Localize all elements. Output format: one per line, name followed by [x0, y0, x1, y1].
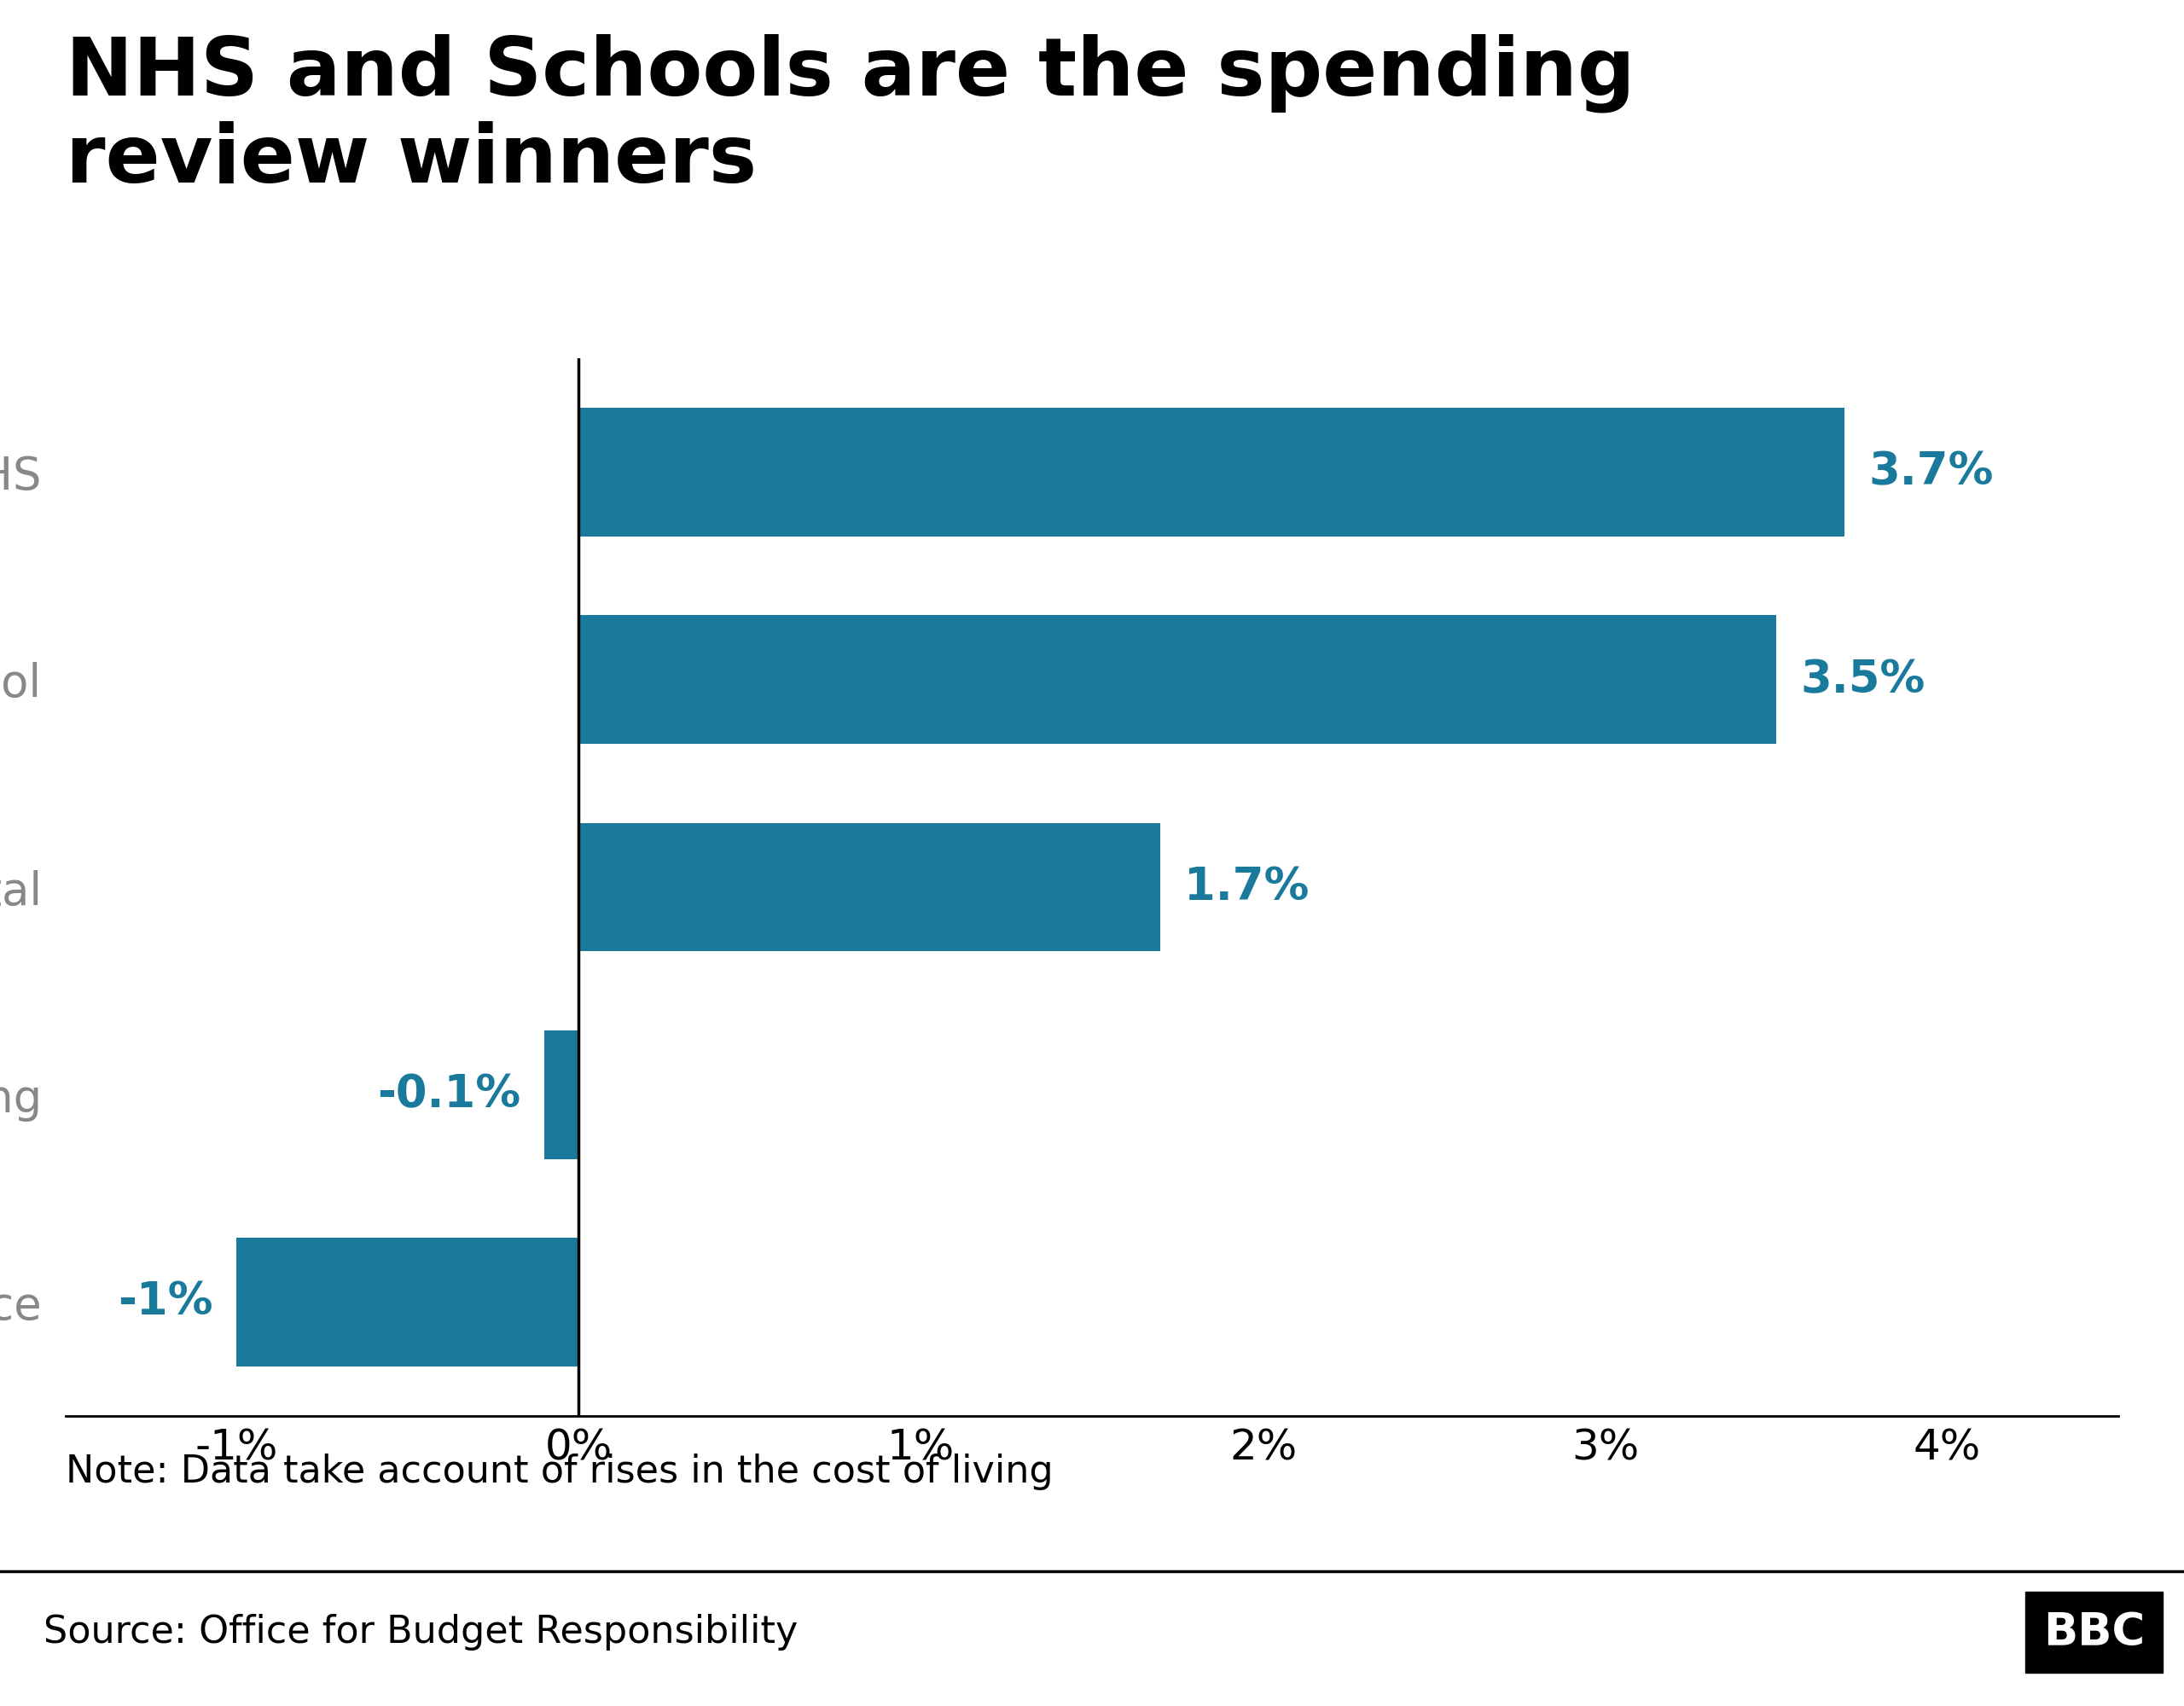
Text: BBC: BBC: [2042, 1610, 2145, 1655]
Bar: [579, 408, 1845, 537]
Text: Note: Data take account of rises in the cost of living: Note: Data take account of rises in the …: [66, 1454, 1053, 1491]
Text: NHS and Schools are the spending
review winners: NHS and Schools are the spending review …: [66, 32, 1636, 200]
Text: -1%: -1%: [118, 1280, 212, 1324]
Text: 3.7%: 3.7%: [1870, 450, 1994, 495]
Text: Source: Office for Budget Responsibility: Source: Office for Budget Responsibility: [44, 1614, 797, 1651]
Text: -0.1%: -0.1%: [378, 1073, 520, 1117]
Bar: [579, 616, 1776, 744]
Text: 1.7%: 1.7%: [1184, 865, 1308, 909]
Bar: [544, 1030, 579, 1158]
Text: 3.5%: 3.5%: [1800, 657, 1924, 701]
Bar: [236, 1237, 579, 1367]
Bar: [579, 822, 1160, 952]
